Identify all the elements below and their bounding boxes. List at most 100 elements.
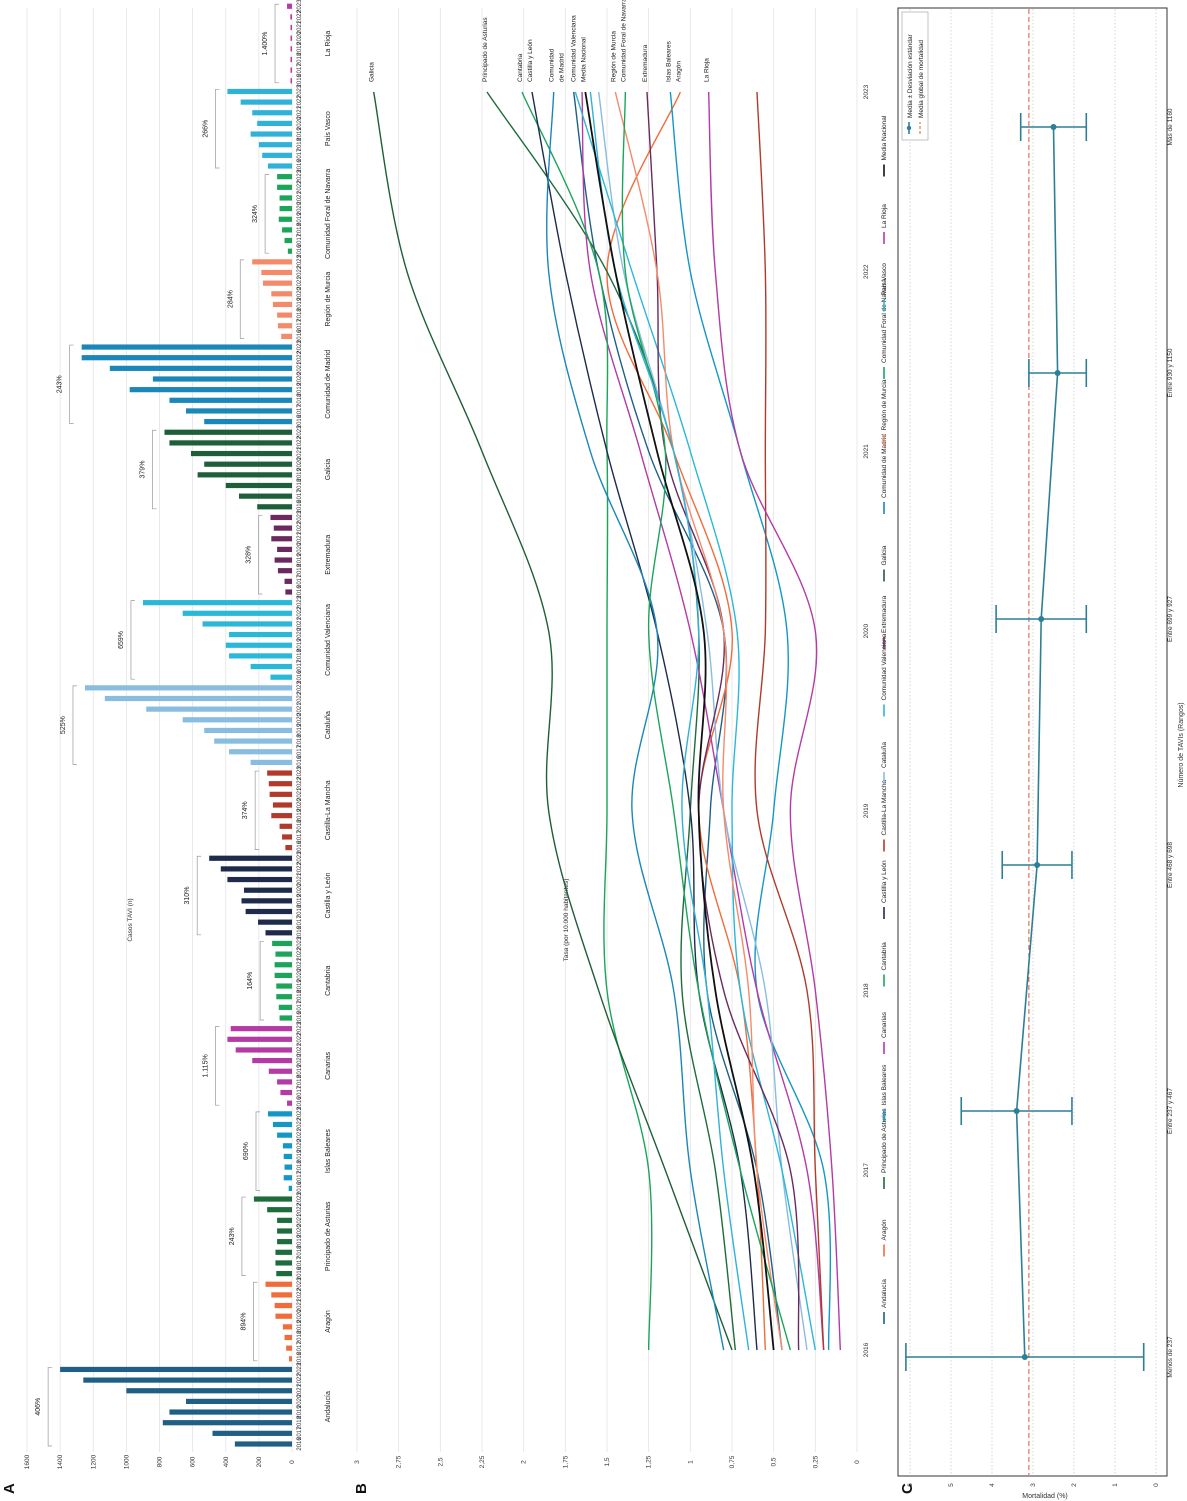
panel-a-bar (279, 195, 292, 201)
panel-b-end-label: Islas Baleares (665, 40, 672, 82)
panel-a-year-label: 2021 (297, 1128, 303, 1142)
panel-b-end-label: Galicia (369, 62, 376, 82)
panel-a-growth-label: 894% (241, 1313, 248, 1331)
panel-b-legend-item: Castilla-La Mancha (881, 779, 888, 852)
panel-a-bar (274, 962, 292, 968)
panel-a-bar (250, 663, 292, 670)
panel-a-growth-bracket (264, 174, 270, 254)
panel-a-bar (277, 1228, 292, 1234)
panel-a-bar (267, 1207, 292, 1213)
panel-b-y-tick-label: 1,5 (604, 1457, 611, 1466)
panel-a-region-label: Castilla y León (325, 872, 332, 918)
panel-a-year-label: 2016 (297, 1351, 303, 1365)
panel-a-bar (290, 46, 292, 52)
panel-b-y-tick-label: 1 (687, 1460, 694, 1464)
panel-a-year-label: 2021 (297, 20, 303, 34)
panel-a-year-label: 2023 (297, 84, 303, 98)
panel-a-bar (284, 1334, 292, 1341)
panel-c-legend: Media ± Desviación estándar Media global … (901, 11, 929, 141)
panel-a-growth-label: 284% (227, 290, 234, 308)
panel-b-legend: Andalucía Aragón Principado de Asturias Isl… (881, 115, 888, 1324)
panel-a-bar (275, 1249, 292, 1255)
panel-a-year-label: 2021 (297, 191, 303, 205)
panel-a-bar (83, 1377, 292, 1383)
panel-a-bar (214, 738, 292, 744)
panel-a-y-tick-label: 800 (157, 1456, 164, 1467)
panel-a-year-label: 2023 (297, 1107, 303, 1121)
panel-b-series-line (574, 91, 817, 1351)
panel-b-end-label: Castilla y León (527, 39, 534, 82)
panel-a-year-label: 2023 (297, 1021, 303, 1035)
panel-a-bar (162, 1420, 292, 1426)
panel-a-year-label: 2017 (297, 233, 303, 247)
panel-a-year-label: 2019 (297, 1064, 303, 1078)
panel-b-x-tick-label: 2017 (863, 1163, 870, 1178)
panel-a-bar (227, 876, 292, 883)
panel-b-legend-item: País Vasco (881, 263, 888, 312)
panel-a-bar (253, 1196, 292, 1202)
panel-a-bar (288, 1185, 292, 1191)
panel-a-bar (182, 717, 292, 723)
panel-c-y-tick-label: 1 (1112, 1483, 1119, 1487)
panel-a-year-label: 2023 (297, 255, 303, 269)
panel-a-region-label: Andalucía (325, 1391, 332, 1422)
panel-a-growth-label: 243% (229, 1227, 236, 1245)
panel-b-end-label: Extremadura (642, 44, 649, 82)
panel-a-year-label: 2016 (297, 499, 303, 513)
panel-a-bar (197, 472, 292, 478)
panel-a-growth-label: 1.115% (202, 1054, 209, 1077)
panel-a-bar (268, 781, 292, 787)
panel-b-series-line (581, 91, 825, 1351)
panel-a-bar (186, 1398, 292, 1404)
panel-a-year-label: 2018 (297, 393, 303, 407)
panel-a-region-label: Islas Baleares (325, 1129, 332, 1173)
panel-c-x-tick-label: Más de 1160 (1167, 108, 1174, 145)
panel-c-legend-mean-label: Media ± Desviación estándar (907, 33, 914, 118)
panel-c-grid: 0 1 2 3 4 5 6 Menos de 237 Entre 237 y 467 Entre … (907, 9, 1174, 1487)
panel-a-bar (243, 887, 292, 893)
panel-a-year-label: 2022 (297, 691, 303, 705)
panel-c-xlabel: Número de TAVIs (Rangos) (1178, 702, 1185, 787)
panel-b-legend-item: Región de Murcia (881, 379, 888, 447)
panel-a-year-label: 2020 (297, 883, 303, 897)
panel-a-year-label: 2022 (297, 1373, 303, 1387)
panel-a-year-label: 2023 (297, 851, 303, 865)
panel-a-year-label: 2017 (297, 148, 303, 162)
panel-a-bar (287, 1100, 292, 1106)
panel-b-legend-item: Castilla y León (881, 860, 888, 919)
panel-a-bar (285, 845, 292, 851)
panel-a-growth-bracket (255, 1111, 260, 1191)
panel-b-end-label: Región de Murcia (610, 31, 617, 82)
panel-a-bar (265, 1281, 292, 1287)
panel-a-year-label: 2022 (297, 436, 303, 450)
panel-a-year-label: 2020 (297, 457, 303, 471)
panel-a-growth-bracket (72, 685, 77, 765)
panel-c-frame (897, 7, 1168, 1477)
panel-a-bar (282, 834, 292, 840)
panel-a-year-label: 2022 (297, 862, 303, 876)
panel-b-x-tick-label: 2020 (863, 624, 870, 639)
panel-a-bar (270, 674, 292, 680)
panel-label-b: B (353, 1483, 370, 1494)
panel-a-region-label: Galicia (325, 459, 332, 481)
panel-a-year-label: 2021 (297, 446, 303, 460)
panel-b-legend-label: Galicia (881, 545, 888, 565)
panel-b-x-tick-label: 2016 (863, 1342, 870, 1357)
panel-a-bar (277, 312, 292, 318)
panel-b-legend-label: País Vasco (881, 263, 888, 296)
panel-b-legend-item: La Rioja (881, 204, 888, 244)
panel-b-legend-label: Media Nacional (881, 115, 888, 160)
panel-a-year-label: 2020 (297, 712, 303, 726)
panel-a-year-label: 2018 (297, 1245, 303, 1259)
panel-a-year-label: 2018 (297, 734, 303, 748)
panel-b-legend-label: Principado de Asturias (881, 1108, 888, 1173)
panel-a-bar (290, 78, 292, 84)
panel-a-year-label: 2023 (297, 766, 303, 780)
panel-a-year-label: 2017 (297, 1426, 303, 1440)
panel-a-bar (261, 269, 292, 276)
